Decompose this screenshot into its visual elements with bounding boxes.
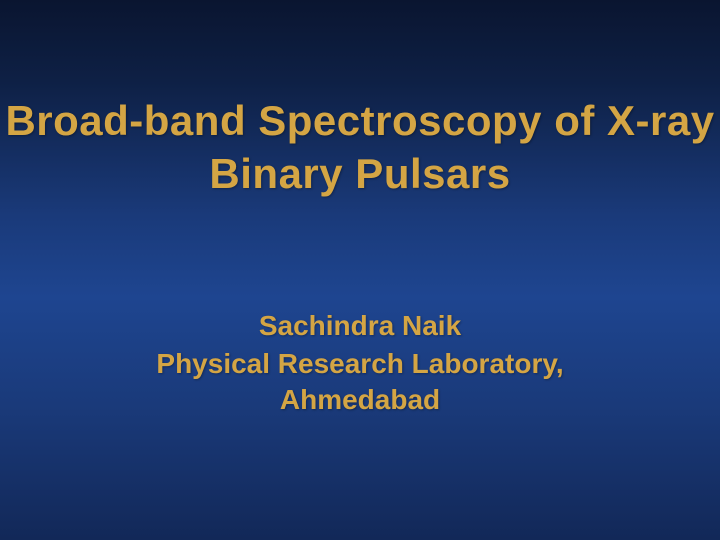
slide-title: Broad-band Spectroscopy of X-ray Binary … xyxy=(5,95,714,200)
affiliation-line-1: Physical Research Laboratory, xyxy=(156,348,563,379)
author-block: Sachindra Naik Physical Research Laborat… xyxy=(156,310,563,419)
affiliation-line-2: Ahmedabad xyxy=(280,384,440,415)
author-name: Sachindra Naik xyxy=(156,310,563,342)
affiliation: Physical Research Laboratory, Ahmedabad xyxy=(156,346,563,419)
title-line-1: Broad-band Spectroscopy of X-ray xyxy=(5,97,714,144)
slide-container: Broad-band Spectroscopy of X-ray Binary … xyxy=(0,0,720,540)
title-line-2: Binary Pulsars xyxy=(209,150,510,197)
